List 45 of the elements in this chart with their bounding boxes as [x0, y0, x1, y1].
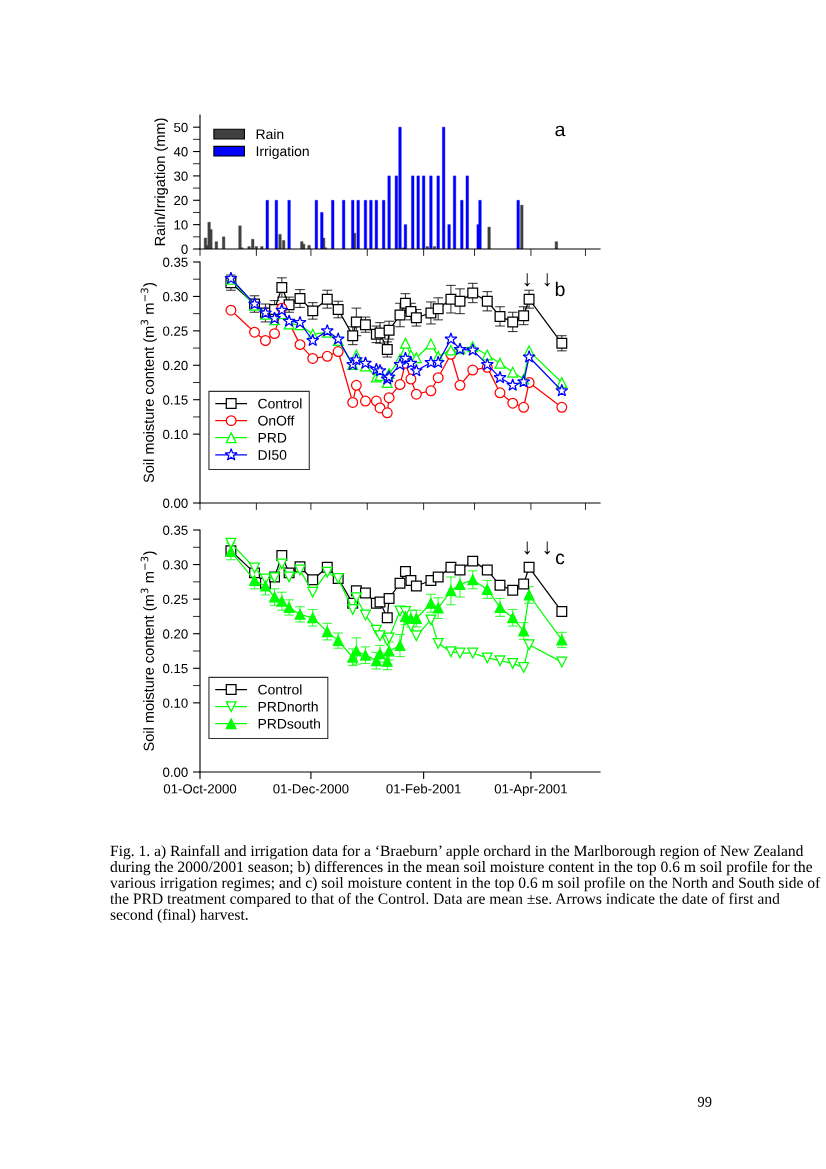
annotation: a — [555, 125, 566, 137]
y-tick-label: 10 — [174, 220, 188, 230]
y-tick-label: 0.00 — [163, 767, 188, 777]
y-tick-label: 0.15 — [163, 395, 188, 405]
y-tick-label: 0.30 — [163, 292, 188, 302]
y-tick-label: 30 — [174, 171, 188, 181]
legend-label: Rain — [256, 128, 284, 140]
y-tick-label: 0.30 — [163, 560, 188, 570]
y-tick-label: 0.10 — [163, 429, 188, 440]
x-tick-label: 01-Oct-2000 — [163, 784, 237, 794]
y-axis-title: Soil moisture content (m$^{3}$ m$^{−3}$) — [140, 282, 157, 483]
annotation: c — [555, 553, 565, 565]
y-tick-label: 40 — [173, 147, 188, 157]
annotation: ↓ — [544, 273, 550, 287]
legend-label: DI50 — [258, 450, 287, 460]
y-tick-label: 0.25 — [163, 594, 188, 605]
y-tick-label: 0.35 — [163, 525, 188, 535]
y-tick-label: 20 — [174, 195, 188, 206]
y-tick-label: 0.15 — [163, 663, 188, 674]
y-axis-title: Rain/Irrigation (mm) — [154, 118, 168, 246]
text: 99 — [697, 1096, 712, 1107]
annotation: ↓ — [544, 541, 550, 555]
legend-label: PRDsouth — [258, 718, 320, 729]
legend-label: PRDnorth — [258, 701, 318, 712]
caption: Fig. 1. a) Rainfall and irrigation data for a ‘Braeburn’ apple orchard in the Marlborough region of New Zealand during the 2000/2001 season; b) differences in the mean soil moisture content in the top 0.6 m soil profile for the various irrigation regimes; and c) soil moisture content in the top 0.6 m soil profile on the North and South side of the PRD treatment compared to that of the Control. Data are mean ±se. Arrows indicate the date of first and second (final) harvest. — [110, 845, 821, 924]
y-tick-label: 0.25 — [163, 326, 188, 336]
y-tick-label: 0.10 — [163, 698, 188, 708]
y-tick-label: 50 — [174, 122, 188, 133]
annotation: ↓ — [524, 273, 530, 287]
legend-label: Control — [258, 684, 302, 695]
y-tick-label: 0 — [181, 244, 188, 254]
y-axis-title: Soil moisture content (m$^{3}$ m$^{−3}$) — [140, 551, 157, 751]
legend-label: Control — [258, 398, 302, 409]
x-tick-label: 01-Feb-2001 — [386, 783, 461, 794]
y-tick-label: 0.35 — [163, 257, 188, 267]
annotation: b — [555, 281, 565, 297]
legend-label: Irrigation — [256, 146, 309, 159]
y-tick-label: 0.20 — [163, 360, 188, 371]
legend-label: PRD — [258, 433, 287, 443]
legend-label: OnOff — [258, 415, 295, 426]
x-tick-label: 01-Dec-2000 — [273, 784, 349, 794]
y-tick-label: 0.20 — [163, 629, 188, 639]
y-tick-label: 0.00 — [163, 498, 188, 508]
annotation: ↓ — [524, 541, 530, 555]
x-tick-label: 01-Apr-2001 — [494, 784, 567, 797]
